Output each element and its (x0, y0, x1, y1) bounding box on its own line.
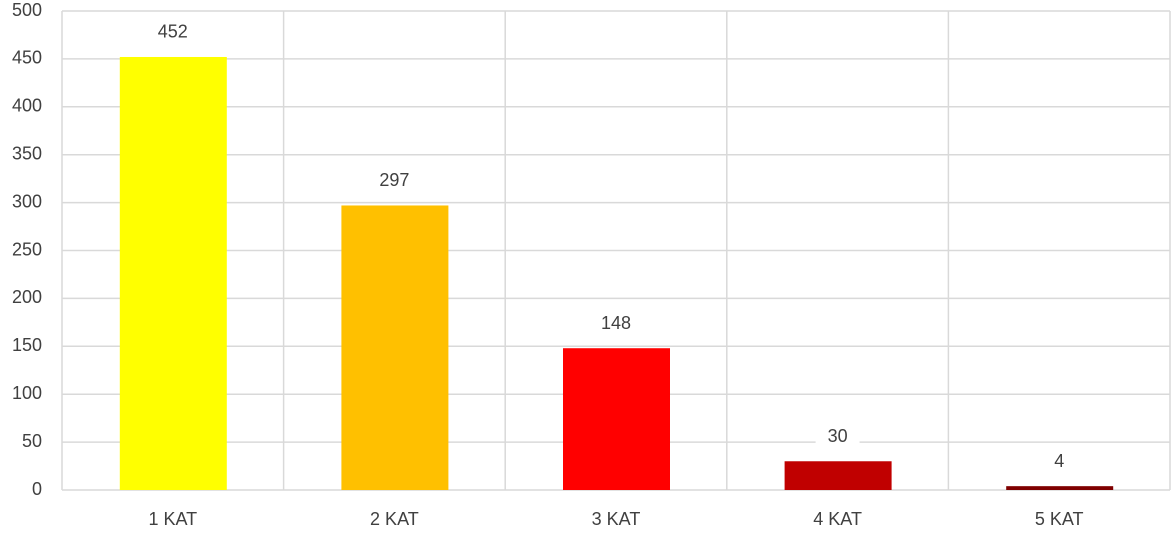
data-label-bg (150, 20, 195, 45)
y-tick-label: 0 (32, 479, 42, 499)
data-label-bg (1037, 450, 1082, 475)
data-label: 297 (379, 170, 409, 190)
data-label: 4 (1054, 451, 1064, 471)
y-tick-label: 350 (12, 143, 42, 163)
y-tick-label: 300 (12, 191, 42, 211)
data-label: 30 (828, 426, 848, 446)
x-tick-label: 5 KAT (1035, 509, 1084, 529)
bar (563, 348, 670, 490)
x-tick-label: 1 KAT (148, 509, 197, 529)
y-tick-label: 200 (12, 287, 42, 307)
y-tick-label: 400 (12, 96, 42, 116)
y-tick-label: 500 (12, 0, 42, 20)
data-label-bg (372, 169, 417, 194)
y-tick-label: 450 (12, 48, 42, 68)
data-label: 148 (601, 313, 631, 333)
x-tick-label: 4 KAT (813, 509, 862, 529)
bar (1006, 486, 1114, 490)
data-label-bg (594, 312, 638, 337)
bar (784, 461, 892, 490)
bar (119, 56, 227, 490)
x-tick-label: 3 KAT (592, 509, 641, 529)
bar (341, 205, 449, 490)
y-tick-label: 100 (12, 383, 42, 403)
data-label: 452 (158, 22, 188, 42)
y-tick-label: 250 (12, 239, 42, 259)
y-tick-label: 50 (22, 431, 42, 451)
data-label-bg (815, 425, 860, 450)
y-tick-label: 150 (12, 335, 42, 355)
x-tick-label: 2 KAT (370, 509, 419, 529)
